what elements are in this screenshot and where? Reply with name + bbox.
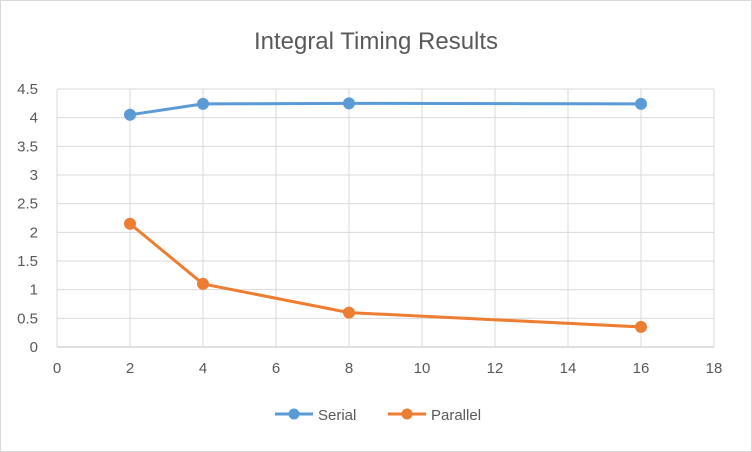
plot-area bbox=[124, 97, 647, 333]
x-tick-label: 2 bbox=[126, 360, 134, 377]
y-tick-label: 4.5 bbox=[17, 81, 38, 98]
y-tick-label: 1 bbox=[30, 282, 38, 299]
y-tick-label: 2.5 bbox=[17, 196, 38, 213]
data-point-serial bbox=[197, 97, 209, 110]
data-point-parallel bbox=[124, 217, 136, 230]
y-axis-ticks: 0 0.5 1 1.5 2 2.5 3 3.5 4 4.5 bbox=[17, 81, 38, 356]
legend-marker-parallel bbox=[401, 408, 413, 420]
y-tick-label: 3.5 bbox=[17, 138, 38, 155]
gridlines bbox=[56, 88, 715, 348]
x-tick-label: 12 bbox=[487, 360, 504, 377]
x-tick-label: 18 bbox=[706, 360, 723, 377]
data-point-parallel bbox=[343, 306, 355, 319]
series-line-parallel bbox=[129, 222, 642, 329]
x-axis-ticks: 0 2 4 6 8 10 12 14 16 18 bbox=[53, 360, 723, 377]
x-tick-label: 10 bbox=[414, 360, 431, 377]
x-tick-label: 16 bbox=[633, 360, 650, 377]
data-point-serial bbox=[124, 108, 136, 121]
y-tick-label: 0.5 bbox=[17, 310, 38, 327]
legend-label-parallel: Parallel bbox=[431, 407, 481, 424]
series-line-serial bbox=[129, 101, 642, 117]
data-point-parallel bbox=[635, 320, 647, 333]
x-tick-label: 8 bbox=[345, 360, 353, 377]
data-point-parallel bbox=[197, 277, 209, 290]
data-point-serial bbox=[343, 97, 355, 110]
x-tick-label: 4 bbox=[199, 360, 207, 377]
x-tick-label: 0 bbox=[53, 360, 61, 377]
legend-label-serial: Serial bbox=[318, 407, 356, 424]
y-tick-label: 2 bbox=[30, 224, 38, 241]
chart-title: Integral Timing Results bbox=[254, 28, 498, 55]
legend: Serial Parallel bbox=[275, 407, 481, 424]
legend-marker-serial bbox=[288, 408, 300, 420]
x-tick-label: 6 bbox=[272, 360, 280, 377]
y-tick-label: 0 bbox=[30, 339, 38, 356]
x-tick-label: 14 bbox=[560, 360, 577, 377]
data-point-serial bbox=[635, 97, 647, 110]
y-tick-label: 4 bbox=[30, 110, 38, 127]
y-tick-label: 1.5 bbox=[17, 253, 38, 270]
y-tick-label: 3 bbox=[30, 167, 38, 184]
